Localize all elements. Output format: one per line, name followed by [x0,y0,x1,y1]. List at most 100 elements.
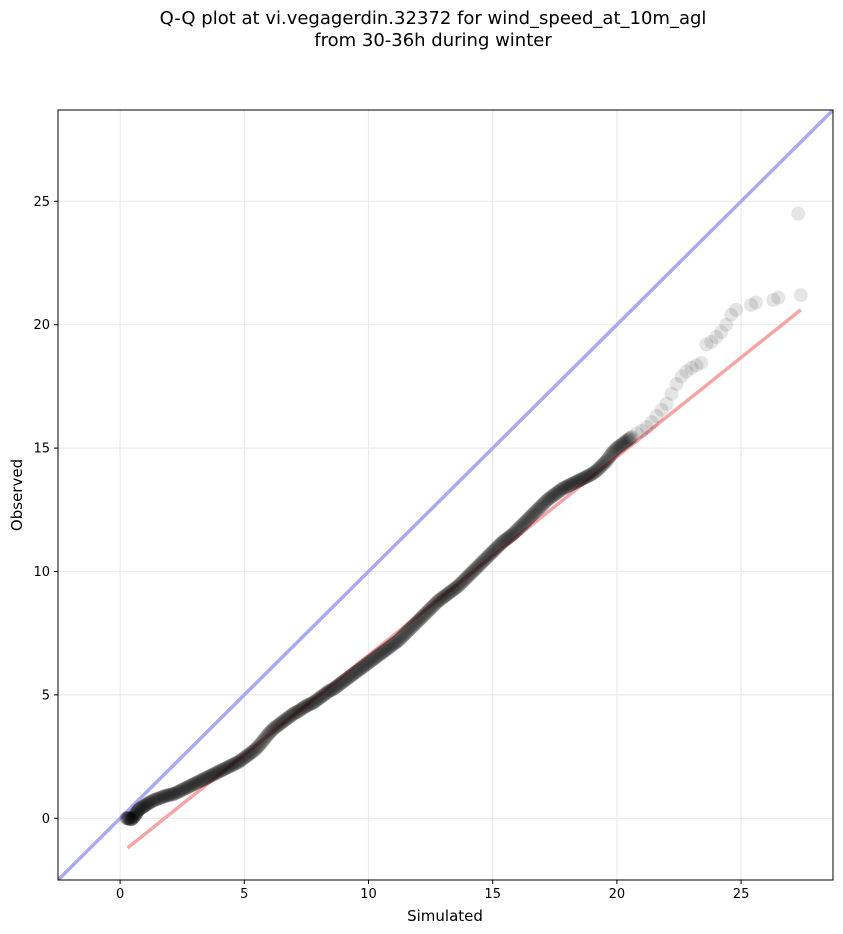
qq-point [566,476,581,491]
one-to-one-line [58,110,833,880]
qq-point [206,767,221,782]
qq-point [316,687,331,702]
x-tick-label: 25 [733,887,750,902]
qq-point [549,486,564,501]
qq-point [620,433,635,448]
qq-point [482,548,497,563]
qq-point [369,649,384,664]
qq-point [412,613,427,628]
qq-point [402,622,417,637]
qq-point [279,711,294,726]
qq-point [415,609,430,624]
y-tick-label: 5 [42,688,50,703]
qq-point [597,455,612,470]
qq-point [126,810,141,825]
qq-point [480,549,495,564]
qq-point [124,812,139,827]
qq-point [531,501,546,516]
qq-point [484,546,499,561]
qq-point [434,591,449,606]
qq-point [334,676,349,691]
qq-point [592,460,607,475]
qq-point [277,713,292,728]
qq-point [793,288,808,303]
qq-point [541,491,556,506]
qq-point [238,749,253,764]
qq-point [497,533,512,548]
qq-point [473,557,488,572]
qq-point [136,799,151,814]
qq-point [219,761,234,776]
qq-point [511,521,526,536]
qq-point [262,726,277,741]
qq-point [714,325,729,340]
qq-point [277,713,292,728]
y-tick-label: 10 [33,565,50,580]
qq-point [149,792,164,807]
qq-point [609,441,624,456]
qq-point [537,496,552,511]
qq-point [228,756,243,771]
qq-point [514,518,529,533]
qq-point [130,804,145,819]
qq-point [384,638,399,653]
qq-point [229,755,244,770]
qq-point [363,654,378,669]
reference-lines [58,110,833,880]
qq-point [317,687,332,702]
qq-point [556,481,571,496]
qq-point [599,453,614,468]
qq-point [479,550,494,565]
qq-point [135,800,150,815]
qq-point [561,478,576,493]
qq-point [588,464,603,479]
qq-point [410,614,425,629]
qq-point [292,703,307,718]
qq-point [594,458,609,473]
qq-point [132,802,147,817]
qq-point [351,663,366,678]
qq-point [231,754,246,769]
qq-point [226,757,241,772]
qq-point [603,448,618,463]
qq-point [471,558,486,573]
qq-point [257,732,272,747]
qq-point [614,438,629,453]
qq-point [450,579,465,594]
qq-point [205,767,220,782]
qq-point [182,779,197,794]
qq-point [606,444,621,459]
qq-point [584,467,599,482]
qq-point [388,635,403,650]
qq-point [561,478,576,493]
qq-point [401,623,416,638]
qq-point [455,574,470,589]
qq-point [601,450,616,465]
qq-point [175,782,190,797]
qq-point [127,808,142,823]
qq-point [684,360,699,375]
qq-point [407,617,422,632]
qq-point [129,806,144,821]
qq-point [200,770,215,785]
qq-point [232,754,247,769]
qq-point [494,535,509,550]
qq-point [125,811,140,826]
qq-point [575,471,590,486]
qq-point [278,712,293,727]
qq-point [545,489,560,504]
qq-point [724,307,739,322]
qq-point [439,587,454,602]
qq-point [589,463,604,478]
qq-point [398,626,413,641]
qq-point [438,588,453,603]
qq-point [207,766,222,781]
qq-point [349,665,364,680]
x-axis-label: Simulated [407,907,483,925]
qq-point [347,666,362,681]
qq-point [203,768,218,783]
qq-point [305,696,320,711]
qq-point [430,594,445,609]
qq-point [303,696,318,711]
qq-point [141,796,156,811]
